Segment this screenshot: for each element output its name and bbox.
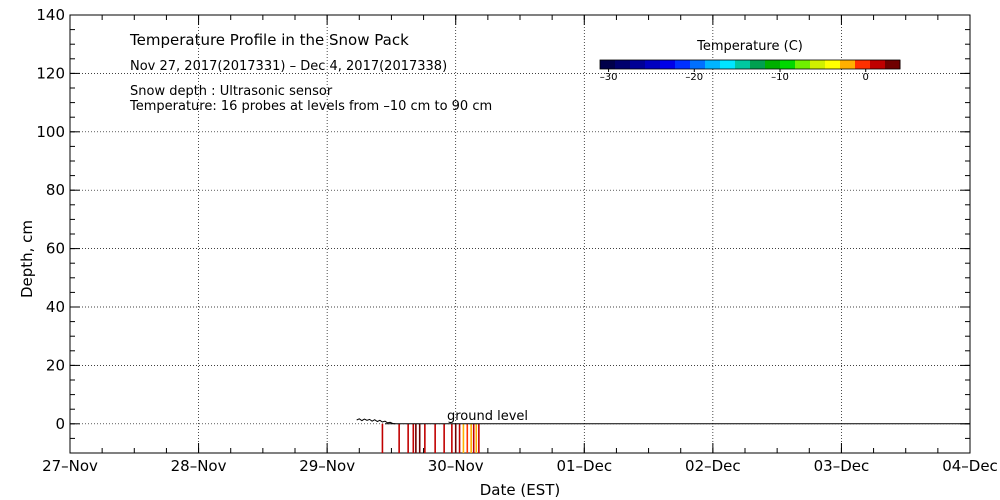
colorbar-swatch: [690, 60, 706, 69]
x-tick-label: 27–Nov: [42, 457, 98, 475]
colorbar-swatch: [870, 60, 886, 69]
colorbar-swatch: [780, 60, 796, 69]
snow-depth-line: [357, 419, 396, 424]
note-snow-depth: Snow depth : Ultrasonic sensor: [130, 84, 333, 99]
x-tick-label: 29–Nov: [299, 457, 355, 475]
y-tick-label: 120: [36, 64, 65, 82]
y-tick-label: 40: [46, 298, 65, 316]
colorbar-swatch: [600, 60, 616, 69]
y-tick-label: 60: [46, 240, 65, 258]
x-tick-label: 28–Nov: [171, 457, 227, 475]
colorbar-swatch: [885, 60, 901, 69]
x-axis-label: Date (EST): [480, 481, 561, 499]
ground-level-label: ground level: [447, 409, 528, 424]
colorbar-swatch: [840, 60, 856, 69]
temperature-bars: [382, 424, 478, 453]
y-tick-label: 140: [36, 6, 65, 24]
x-tick-label: 02–Dec: [685, 457, 741, 475]
colorbar-swatch: [660, 60, 676, 69]
y-tick-labels: 0 20 40 60 80 100 120 140: [36, 6, 65, 433]
colorbar-tick-label: –10: [771, 72, 789, 83]
colorbar-swatch: [735, 60, 751, 69]
note-temperature: Temperature: 16 probes at levels from –1…: [129, 99, 492, 114]
colorbar-swatch: [810, 60, 826, 69]
y-tick-label: 20: [46, 356, 65, 374]
colorbar-swatch: [750, 60, 766, 69]
colorbar-swatch: [645, 60, 661, 69]
snow-depth-trace: [357, 419, 396, 424]
colorbar-swatch: [630, 60, 646, 69]
y-axis-label: Depth, cm: [18, 220, 36, 298]
colorbar-tick-label: –20: [685, 72, 703, 83]
colorbar-title: Temperature (C): [696, 39, 803, 54]
colorbar-tick-label: 0: [863, 72, 869, 83]
x-tick-label: 04–Dec: [942, 457, 998, 475]
x-tick-labels: 27–Nov 28–Nov 29–Nov 30–Nov 01–Dec 02–Dec 03–D…: [42, 457, 998, 475]
minor-ticks: [70, 15, 970, 453]
y-tick-label: 80: [46, 181, 65, 199]
y-tick-label: 0: [55, 415, 65, 433]
colorbar-swatch: [705, 60, 721, 69]
colorbar-swatch: [765, 60, 781, 69]
x-tick-label: 01–Dec: [556, 457, 612, 475]
x-tick-label: 30–Nov: [428, 457, 484, 475]
chart-subtitle: Nov 27, 2017(2017331) – Dec 4, 2017(2017…: [130, 59, 447, 74]
colorbar: –30 –20 –10 0: [600, 60, 901, 83]
colorbar-tick-label: –30: [600, 72, 618, 83]
grid-lines: [70, 15, 970, 453]
colorbar-swatch: [855, 60, 871, 69]
x-tick-label: 03–Dec: [814, 457, 870, 475]
colorbar-swatch: [615, 60, 631, 69]
colorbar-swatch: [675, 60, 691, 69]
colorbar-swatch: [720, 60, 736, 69]
y-tick-label: 100: [36, 123, 65, 141]
plot-frame: [70, 15, 970, 453]
chart-title: Temperature Profile in the Snow Pack: [129, 31, 409, 49]
colorbar-swatch: [825, 60, 841, 69]
colorbar-swatch: [795, 60, 811, 69]
